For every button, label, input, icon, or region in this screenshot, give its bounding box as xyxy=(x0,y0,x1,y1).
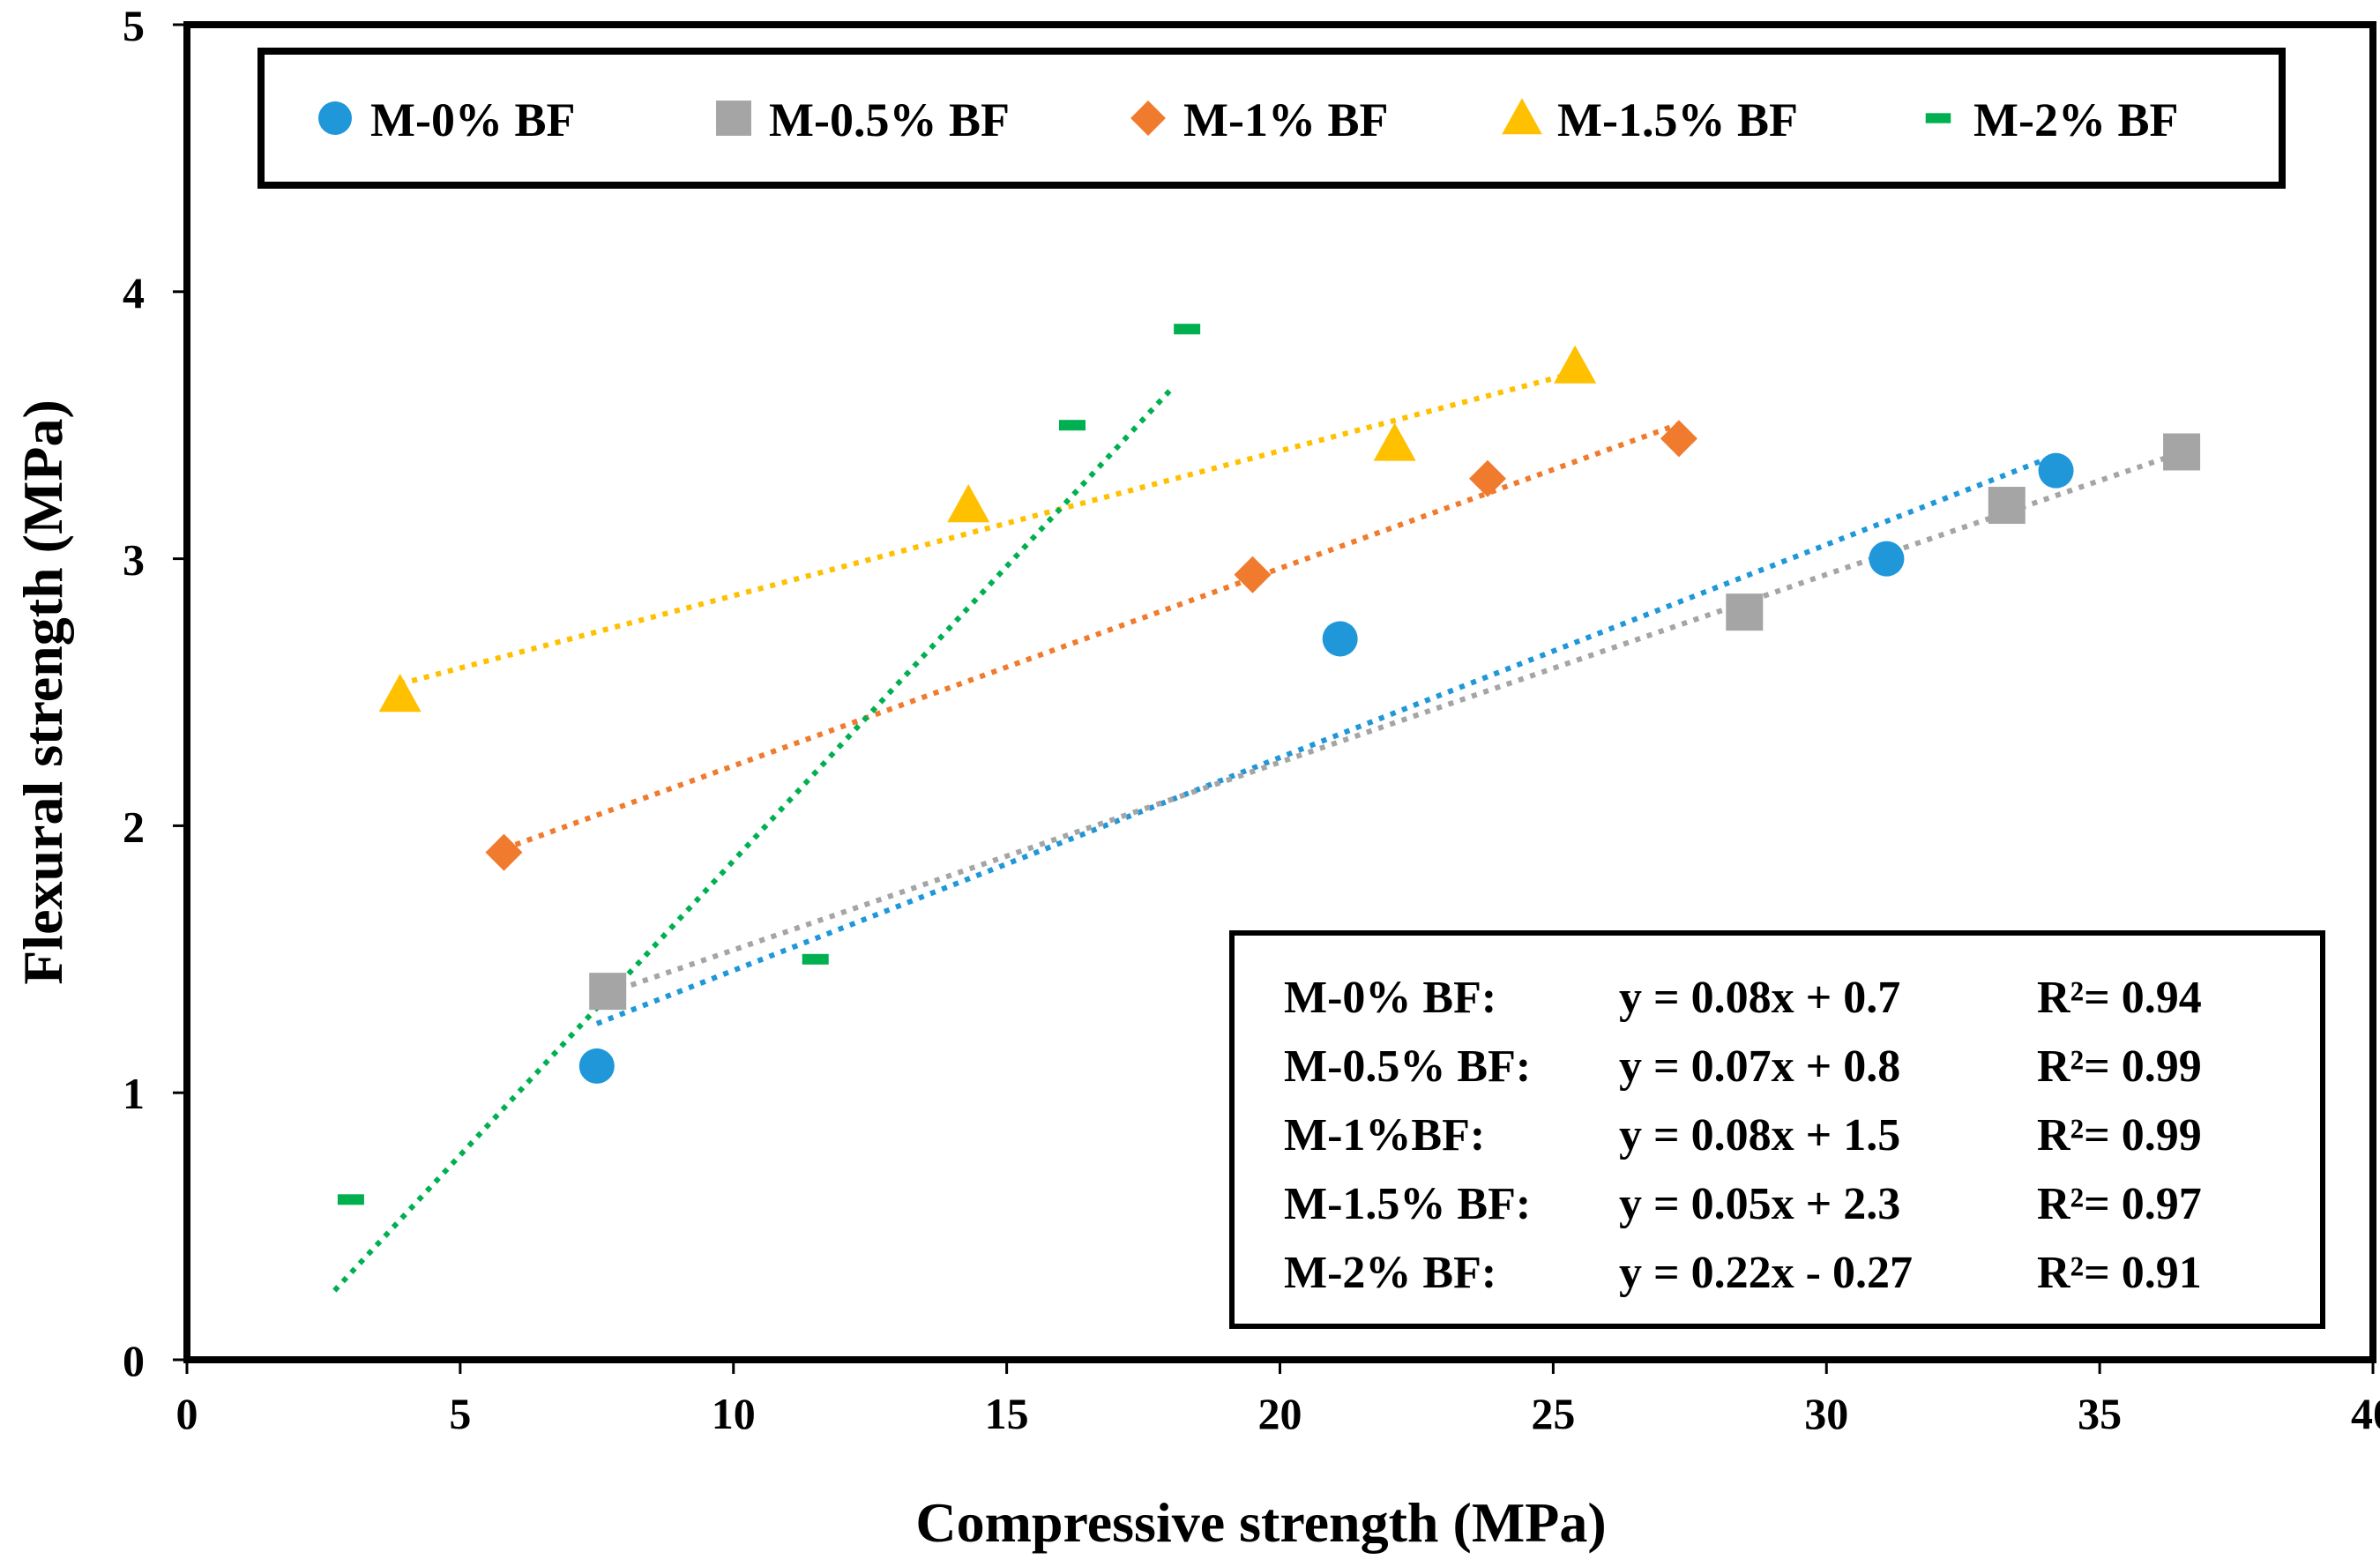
x-tick-label: 15 xyxy=(985,1389,1029,1438)
data-point-series-5 xyxy=(802,953,829,965)
legend-marker-3 xyxy=(1130,101,1166,136)
data-point-series-4 xyxy=(378,674,422,713)
x-tick-label: 30 xyxy=(1804,1389,1848,1438)
data-points xyxy=(337,324,2201,1205)
x-tick-label: 25 xyxy=(1531,1389,1575,1438)
x-axis-ticks: 0 5 10 15 20 25 30 35 40 xyxy=(176,1360,2380,1438)
equation-formula: y = 0.08x + 1.5 xyxy=(1619,1110,1900,1160)
y-axis-ticks: 0 1 2 3 4 5 xyxy=(123,1,187,1385)
y-tick-label: 5 xyxy=(123,1,145,50)
legend-label-5: M-2% BF xyxy=(1973,93,2178,146)
legend-label-2: M-0.5% BF xyxy=(769,93,1010,146)
y-tick-label: 2 xyxy=(123,802,145,851)
equation-series-name: M-1.5% BF: xyxy=(1284,1179,1531,1229)
y-axis-title: Flexural strength (MPa) xyxy=(11,399,74,985)
equation-series-name: M-2% BF: xyxy=(1284,1248,1496,1298)
legend-label-3: M-1% BF xyxy=(1183,93,1388,146)
data-point-series-3 xyxy=(1660,420,1697,458)
data-point-series-3 xyxy=(1234,556,1272,593)
equation-series-name: M-0.5% BF: xyxy=(1284,1041,1531,1092)
x-tick-label: 35 xyxy=(2078,1389,2122,1438)
equation-r-squared: R²= 0.91 xyxy=(2037,1248,2202,1298)
equation-formula: y = 0.07x + 0.8 xyxy=(1619,1041,1900,1092)
trendlines xyxy=(332,369,2183,1293)
legend: M-0% BF M-0.5% BF M-1% BF M-1.5% BF M-2% BF xyxy=(257,48,2286,189)
equation-r-squared: R²= 0.97 xyxy=(2037,1179,2202,1229)
equation-formula: y = 0.22x - 0.27 xyxy=(1619,1248,1913,1298)
data-point-series-1 xyxy=(1322,621,1358,657)
equation-series-name: M-0% BF: xyxy=(1284,973,1496,1023)
data-point-series-2 xyxy=(1988,487,2026,525)
equation-formula: y = 0.08x + 0.7 xyxy=(1619,973,1900,1023)
equation-r-squared: R²= 0.99 xyxy=(2037,1110,2202,1160)
data-point-series-3 xyxy=(485,833,523,871)
equation-r-squared: R²= 0.94 xyxy=(2037,973,2202,1023)
data-point-series-4 xyxy=(1373,422,1416,461)
legend-marker-4 xyxy=(1502,98,1542,135)
data-point-series-2 xyxy=(1726,593,1764,631)
data-point-series-2 xyxy=(2163,433,2201,471)
legend-marker-2 xyxy=(716,101,751,136)
data-point-series-3 xyxy=(1469,459,1507,497)
data-point-series-2 xyxy=(589,973,627,1011)
trendline-series-1 xyxy=(595,452,2057,1026)
x-tick-label: 40 xyxy=(2351,1389,2380,1438)
equations-box: M-0% BF: y = 0.08x + 0.7 R²= 0.94 M-0.5% BF… xyxy=(1229,930,2325,1329)
equation-r-squared: R²= 0.99 xyxy=(2037,1041,2202,1092)
trendline-series-4 xyxy=(399,369,1576,687)
data-point-series-1 xyxy=(2038,452,2074,489)
y-tick-label: 3 xyxy=(123,535,145,585)
data-point-series-1 xyxy=(578,1048,615,1084)
data-point-series-4 xyxy=(1554,345,1597,384)
x-axis-title: Compressive strength (MPa) xyxy=(915,1491,1606,1554)
y-tick-label: 1 xyxy=(123,1069,145,1118)
equation-formula: y = 0.05x + 2.3 xyxy=(1619,1179,1900,1229)
data-point-series-4 xyxy=(947,484,990,523)
x-tick-label: 20 xyxy=(1258,1389,1302,1438)
trendline-series-3 xyxy=(503,422,1680,852)
data-point-series-5 xyxy=(1174,324,1201,335)
legend-label-1: M-0% BF xyxy=(370,93,575,146)
data-point-series-5 xyxy=(337,1194,364,1205)
legend-marker-5 xyxy=(1925,113,1951,123)
x-tick-label: 0 xyxy=(176,1389,198,1438)
trendline-series-2 xyxy=(607,450,2183,996)
legend-label-4: M-1.5% BF xyxy=(1557,93,1798,146)
x-tick-label: 10 xyxy=(712,1389,756,1438)
y-tick-label: 4 xyxy=(123,268,145,317)
x-tick-label: 5 xyxy=(449,1389,471,1438)
equations-frame xyxy=(1229,930,2325,1329)
equation-series-name: M-1%BF: xyxy=(1284,1110,1485,1160)
y-tick-label: 0 xyxy=(123,1336,145,1385)
data-point-series-5 xyxy=(1058,420,1086,431)
legend-marker-1 xyxy=(318,101,352,135)
data-point-series-1 xyxy=(1869,541,1905,577)
